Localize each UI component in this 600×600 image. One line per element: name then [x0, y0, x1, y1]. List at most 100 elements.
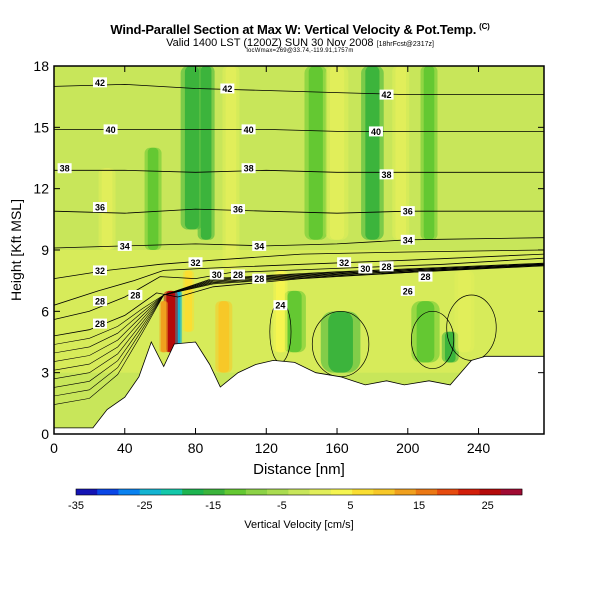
contour-label-bg-15: [92, 265, 107, 276]
colorbar-tick-label-2: -15: [205, 500, 221, 512]
x-tick-label-0: 0: [50, 440, 58, 456]
colorbar: -35 -25 -15 -5 5 15 25: [68, 488, 523, 512]
contour-label-17: 32: [339, 258, 349, 268]
contour-label-5: 40: [371, 127, 381, 137]
y-tick-label-0: 0: [41, 426, 49, 442]
contour-label-20: 28: [233, 270, 243, 280]
terrain-profile: [54, 340, 544, 434]
contour-label-15: 32: [95, 266, 105, 276]
stable-layer-line-1: [54, 265, 544, 345]
updraft-band-4: [225, 66, 237, 271]
colorbar-swatch-20: [500, 489, 523, 495]
contour-label-bg-4: [241, 124, 256, 135]
contour-label-bg-27: [400, 285, 415, 296]
contour-label-18: 30: [212, 270, 222, 280]
colorbar-swatch-4: [160, 489, 183, 495]
downdraft-band-7: [328, 311, 353, 373]
colorbar-swatch-14: [373, 489, 395, 495]
contour-label-27: 26: [403, 286, 413, 296]
colorbar-tick-label-3: -5: [277, 500, 287, 512]
x-tick-label-2: 80: [188, 440, 204, 456]
colorbar-swatch-1: [97, 489, 119, 495]
y-tick-label-4: 12: [33, 181, 49, 197]
contour-label-9: 36: [95, 203, 105, 213]
contour-label-bg-9: [92, 202, 107, 213]
colorbar-swatch-9: [267, 489, 289, 495]
contour-label-13: 34: [254, 241, 264, 251]
contour-label-bg-0: [92, 77, 107, 88]
isentrope-lines: [54, 83, 544, 405]
contour-label-19: 30: [360, 264, 370, 274]
contour-label-3: 40: [106, 125, 116, 135]
contour-label-6: 38: [60, 164, 70, 174]
colorbar-swatch-15: [394, 489, 417, 495]
terrain: [54, 340, 544, 434]
contour-label-bg-12: [117, 240, 132, 251]
contour-label-bg-11: [400, 206, 415, 217]
stable-layer-line-6: [54, 263, 544, 388]
colorbar-swatch-16: [415, 489, 438, 495]
colorbar-swatch-11: [309, 489, 332, 495]
updraft-band-9: [101, 168, 113, 250]
contour-label-0: 42: [95, 78, 105, 88]
colorbar-swatch-0: [76, 489, 98, 495]
isentrope-40: [54, 129, 544, 132]
downdraft-band-4: [308, 66, 323, 240]
chart-subtitle-note: [18hrFcst@2317z]: [376, 41, 434, 48]
chart-title-unit: (C): [479, 22, 490, 31]
colorbar-swatch-12: [330, 489, 353, 495]
contour-label-bg-1: [220, 83, 235, 94]
updraft-band-2: [218, 301, 230, 373]
downdraft-band-10: [287, 290, 302, 353]
contour-label-16: 32: [191, 258, 201, 268]
colorbar-tick-label-5: 15: [413, 500, 425, 512]
x-tick-label-3: 120: [255, 440, 279, 456]
contour-label-bg-25: [92, 318, 107, 329]
x-axis-label: Distance [nm]: [253, 461, 345, 478]
updraft-band-6: [329, 66, 345, 240]
downdraft-band-8: [416, 301, 435, 363]
contour-label-bg-5: [368, 126, 383, 137]
downdraft-band-9: [444, 331, 456, 363]
y-axis-label: Height [Kft MSL]: [8, 199, 24, 301]
updraft-band-3: [184, 270, 192, 332]
contour-label-1: 42: [222, 84, 232, 94]
chart-location-note: locWmax=269@33.74,-119.91,1757m: [246, 48, 354, 54]
colorbar-tick-label-4: 5: [347, 500, 353, 512]
contour-label-25: 28: [95, 319, 105, 329]
contour-label-bg-2: [379, 89, 394, 100]
stable-layer-line-2: [54, 265, 544, 354]
contour-label-bg-20: [230, 269, 245, 280]
y-tick-label-6: 18: [33, 58, 49, 74]
updraft-band-1: [161, 301, 167, 353]
contour-label-bg-13: [252, 240, 267, 251]
downdraft-band-1: [184, 66, 200, 230]
colorbar-swatch-7: [224, 489, 247, 495]
contour-label-bg-8: [379, 169, 394, 180]
contour-label-8: 38: [382, 170, 392, 180]
colorbar-swatch-13: [352, 489, 374, 495]
contour-label-bg-28: [273, 300, 288, 311]
isentrope-28: [54, 257, 544, 320]
x-tick-label-6: 240: [467, 440, 491, 456]
contour-label-bg-18: [209, 269, 224, 280]
updraft-band-0: [166, 290, 176, 353]
colorbar-swatch-3: [139, 489, 162, 495]
contour-label-26: 28: [130, 290, 140, 300]
x-tick-label-5: 200: [396, 440, 420, 456]
y-tick-label-2: 6: [41, 303, 49, 319]
updraft-band-5: [276, 270, 285, 353]
x-tick-label-4: 160: [325, 440, 349, 456]
chart-subtitle: Valid 1400 LST (1200Z) SUN 30 Nov 2008 […: [0, 37, 600, 49]
contour-label-23: 28: [420, 272, 430, 282]
downdraft-band-5: [365, 66, 380, 240]
downdraft-band-2: [200, 66, 212, 240]
contour-label-21: 28: [382, 262, 392, 272]
contour-labels: 42 42 42 40 40 40 38 38 38 36 36 36 34 34 34 32 32 32 30 30…: [57, 77, 433, 329]
contour-label-2: 42: [382, 90, 392, 100]
isentrope-38: [54, 169, 544, 173]
updraft-band-7: [395, 66, 407, 240]
chart-title: Wind-Parallel Section at Max W: Vertical…: [0, 22, 600, 37]
y-tick-label-3: 9: [41, 242, 49, 258]
